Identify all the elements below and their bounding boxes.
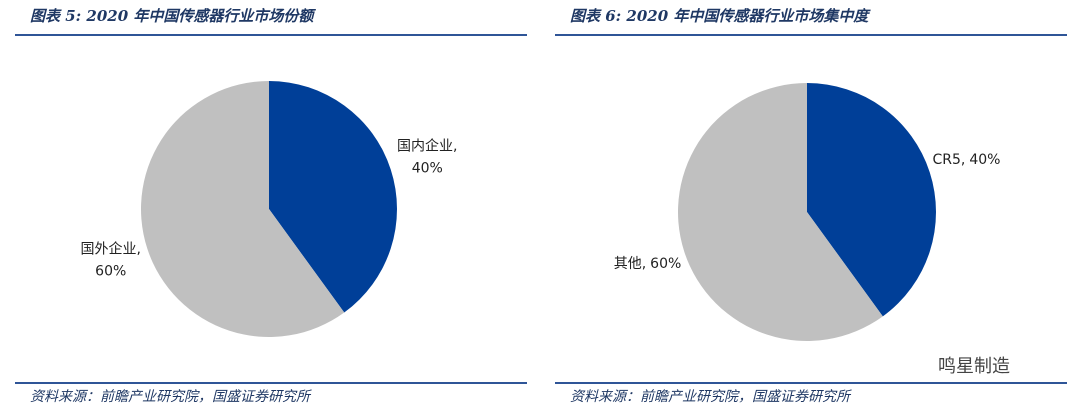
pie-slice [677,83,883,341]
watermark: 鸣星制造 [938,356,1010,377]
pie-slice [807,83,936,317]
slice-label: 国内企业, [397,138,457,155]
slice-label: CR5, 40% [932,152,1000,168]
chart-title: 图表 5: 2020 年中国传感器行业市场份额 [30,7,316,25]
source-note: 资料来源：前瞻产业研究院，国盛证券研究所 [570,389,852,405]
slice-category: 其他, [614,256,646,272]
slice-label: 其他, 60% [614,256,682,272]
slice-value: 40% [969,152,1000,168]
source-note: 资料来源：前瞻产业研究院，国盛证券研究所 [30,389,312,405]
pie-slice [140,81,345,337]
slice-value: 60% [95,263,126,279]
slice-category: CR5, [932,152,965,168]
slice-label: 国外企业, [81,240,141,257]
pie-slice [269,81,397,313]
slice-value: 60% [650,256,681,272]
slice-value: 40% [412,161,443,177]
chart-title: 图表 6: 2020 年中国传感器行业市场集中度 [570,7,871,25]
